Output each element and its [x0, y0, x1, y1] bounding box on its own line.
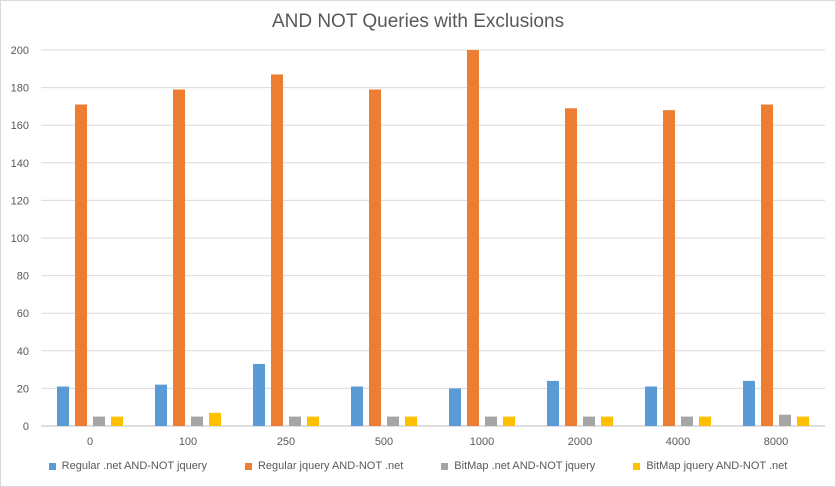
bar [173, 89, 185, 426]
bar [155, 384, 167, 426]
x-tick-label: 8000 [764, 436, 788, 448]
x-tick-label: 0 [87, 436, 93, 448]
legend-item: Regular .net AND-NOT jquery [48, 460, 207, 472]
bar [467, 50, 479, 426]
bar [57, 386, 69, 426]
bar [307, 416, 319, 426]
x-tick-label: 500 [375, 436, 393, 448]
y-tick-label: 140 [11, 158, 29, 170]
legend-label: BitMap jquery AND-NOT .net [646, 460, 788, 472]
bar [209, 412, 221, 426]
legend-label: BitMap .net AND-NOT jquery [454, 460, 596, 472]
bar [75, 104, 87, 427]
bar [191, 416, 203, 426]
y-tick-label: 180 [11, 83, 29, 95]
x-tick-label: 1000 [470, 436, 494, 448]
x-tick-label: 2000 [568, 436, 592, 448]
y-tick-label: 160 [11, 120, 29, 132]
bar [271, 74, 283, 426]
legend-swatch [633, 462, 641, 470]
legend-label: Regular .net AND-NOT jquery [61, 460, 207, 472]
bar [503, 416, 515, 426]
legend-swatch [48, 462, 56, 470]
y-tick-label: 40 [17, 346, 29, 358]
bar [583, 416, 595, 426]
legend-label: Regular jquery AND-NOT .net [257, 460, 404, 472]
bar [405, 416, 417, 426]
y-tick-label: 20 [17, 383, 29, 395]
bar [743, 380, 755, 426]
bar [565, 108, 577, 426]
bar [547, 380, 559, 426]
bar [449, 388, 461, 426]
bar [93, 416, 105, 426]
bar [387, 416, 399, 426]
bar [289, 416, 301, 426]
bar [111, 416, 123, 426]
y-tick-label: 60 [17, 308, 29, 320]
chart-legend: Regular .net AND-NOT jquery Regular jquer… [1, 460, 835, 472]
legend-item: BitMap .net AND-NOT jquery [441, 460, 595, 472]
y-tick-label: 200 [11, 45, 29, 57]
bar [351, 386, 363, 426]
bar [369, 89, 381, 426]
y-tick-label: 0 [23, 421, 29, 433]
y-tick-label: 80 [17, 271, 29, 283]
bar [797, 416, 809, 426]
bar [681, 416, 693, 426]
legend-item: Regular jquery AND-NOT .net [244, 460, 404, 472]
x-tick-label: 4000 [666, 436, 690, 448]
x-tick-label: 100 [179, 436, 197, 448]
y-tick-label: 100 [11, 233, 29, 245]
bar [601, 416, 613, 426]
bar [253, 363, 265, 426]
bar [761, 104, 773, 427]
legend-swatch [441, 462, 449, 470]
bar [663, 110, 675, 426]
bar [779, 414, 791, 426]
bar [699, 416, 711, 426]
y-tick-label: 120 [11, 195, 29, 207]
chart-title: AND NOT Queries with Exclusions [271, 11, 565, 32]
legend-swatch [244, 462, 252, 470]
x-tick-label: 250 [277, 436, 295, 448]
legend-item: BitMap jquery AND-NOT .net [633, 460, 787, 472]
bar [645, 386, 657, 426]
bar [485, 416, 497, 426]
